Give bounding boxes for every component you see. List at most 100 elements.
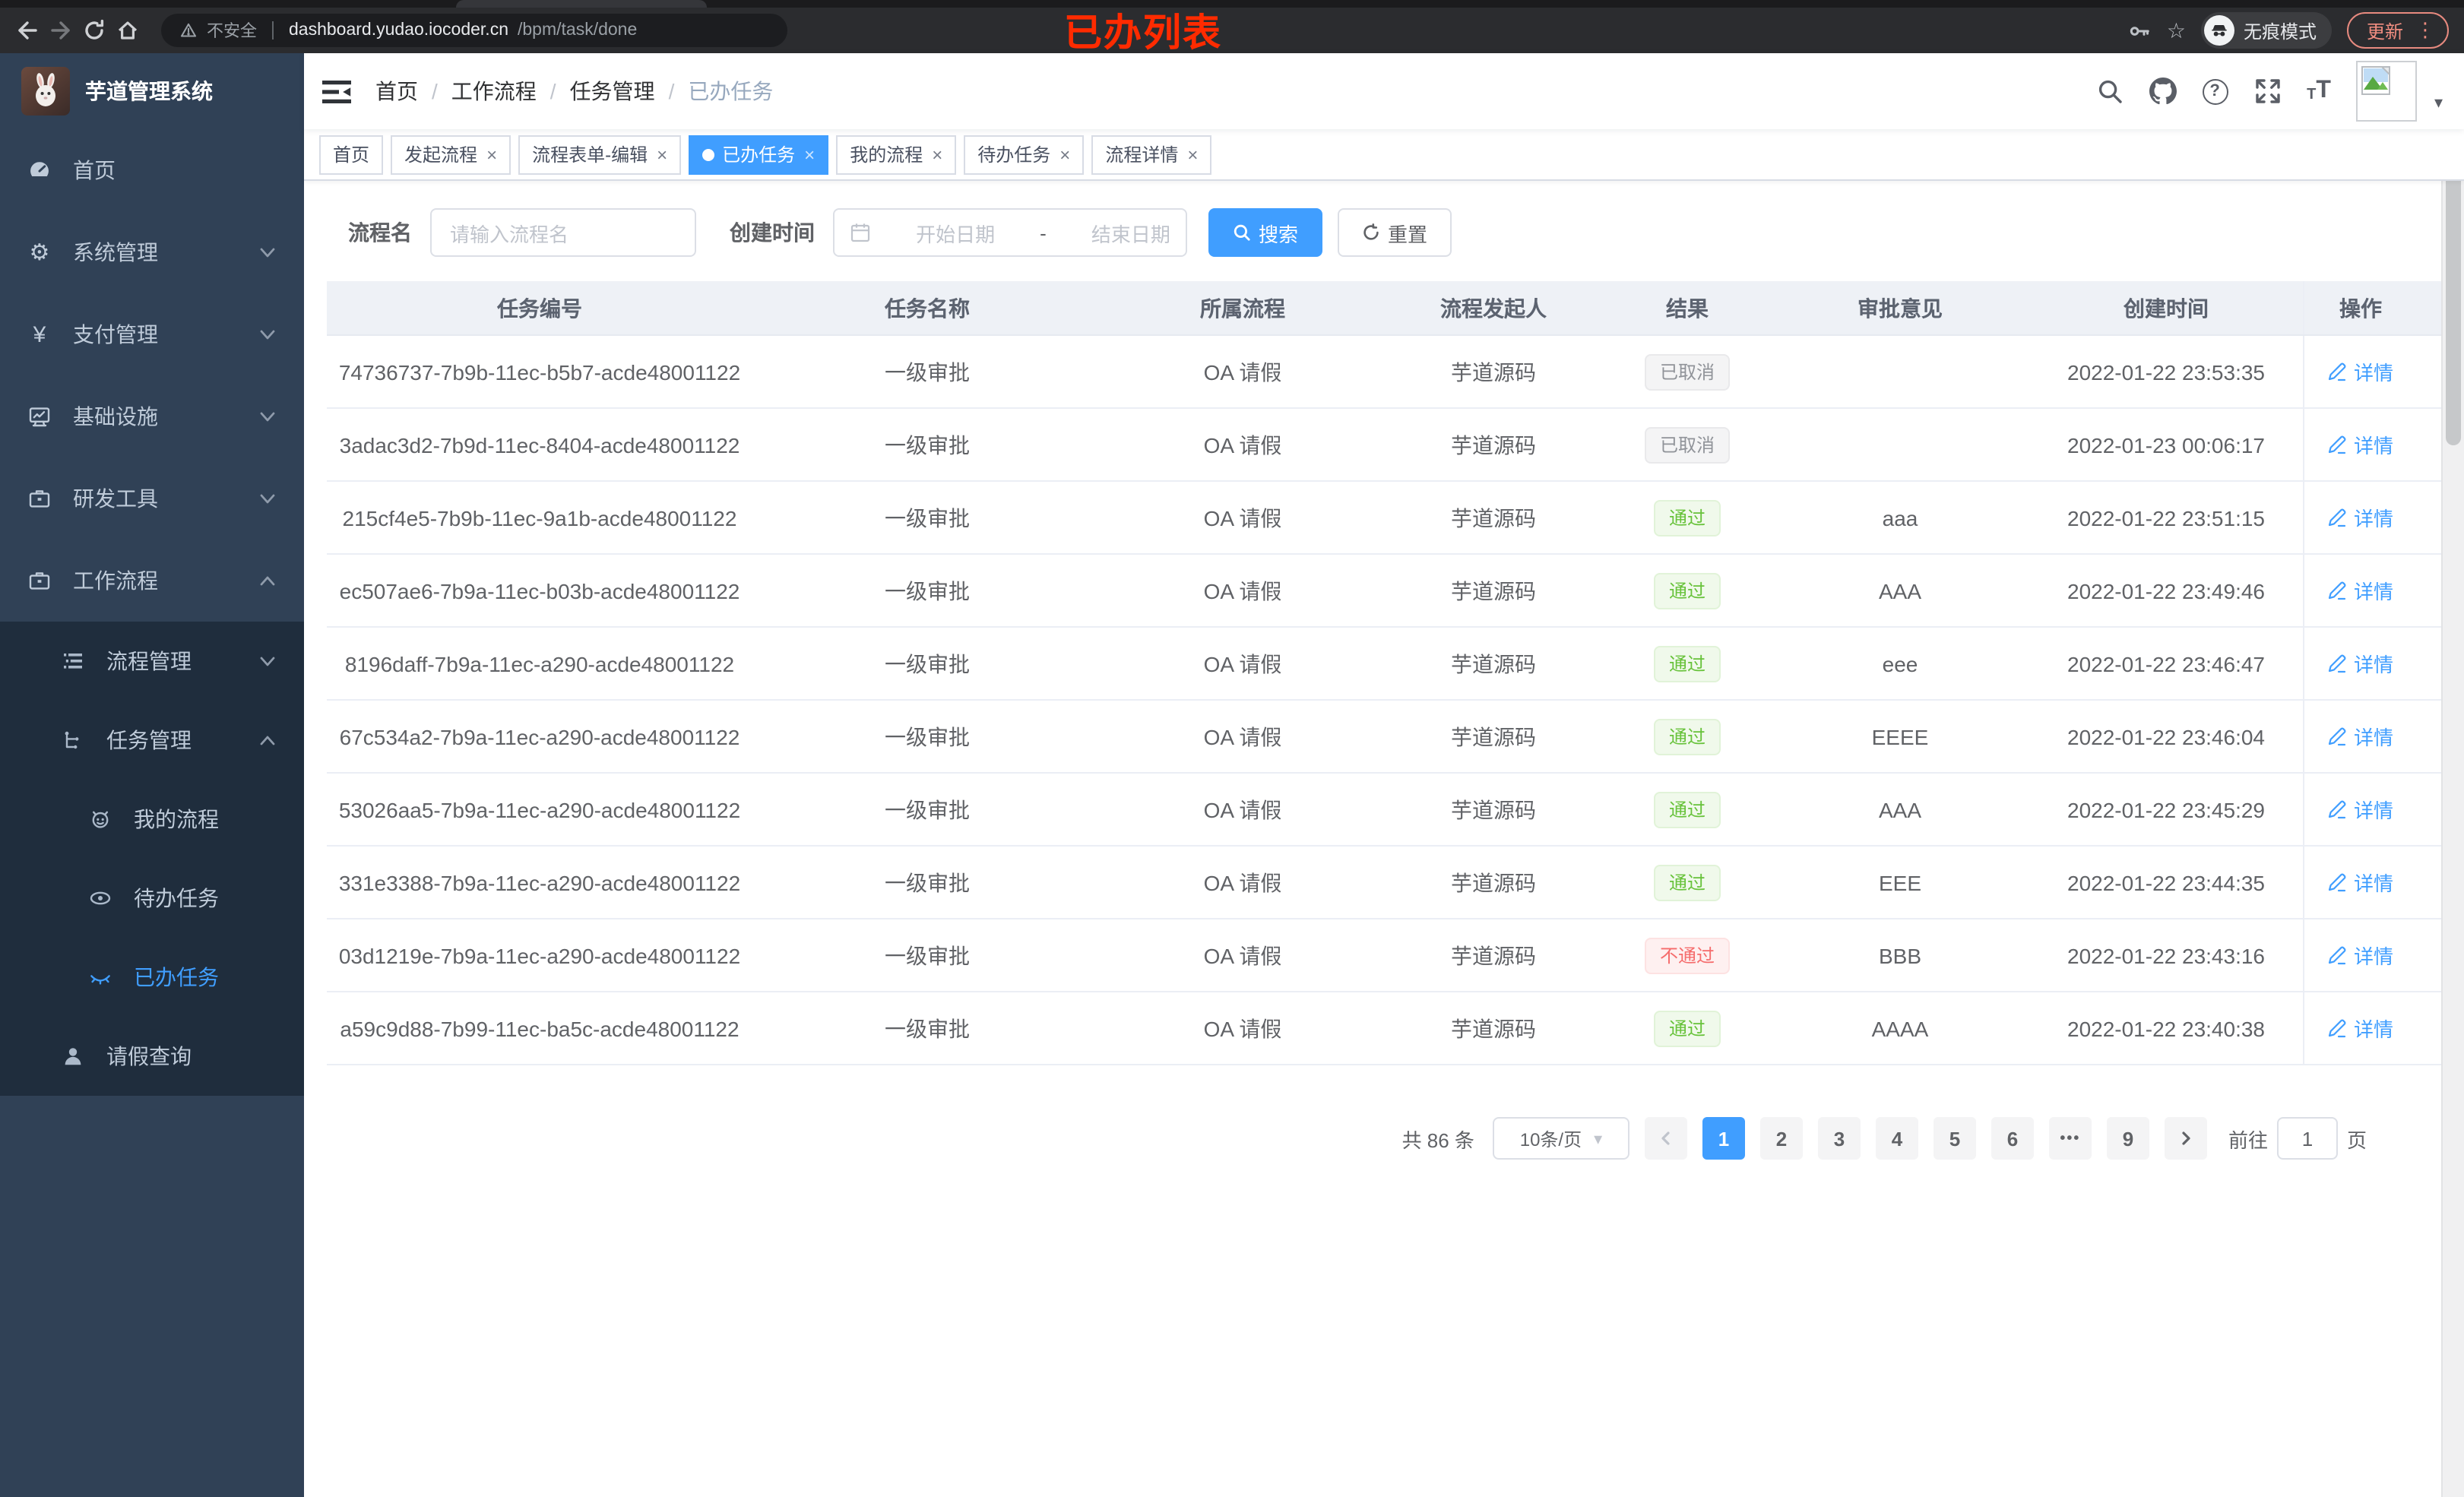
fullscreen-icon[interactable] [2253,78,2281,105]
date-range-picker[interactable]: 开始日期 - 结束日期 [833,208,1187,257]
detail-link[interactable]: 详情 [2328,503,2393,532]
cell-task-id: 74736737-7b9b-11ec-b5b7-acde48001122 [338,359,741,384]
process-name-input[interactable]: 请输入流程名 [430,208,696,257]
close-icon[interactable]: × [1059,144,1071,165]
page-size-select[interactable]: 10条/页 ▾ [1492,1117,1629,1160]
back-icon[interactable] [15,18,40,43]
incognito-label: 无痕模式 [2243,21,2317,42]
detail-link[interactable]: 详情 [2328,1014,2393,1043]
page-button-9[interactable]: 9 [2106,1117,2149,1160]
browser-active-tab[interactable] [456,0,707,8]
sidebar-toggle-icon[interactable] [322,78,351,104]
edit-pencil-icon [2329,873,2347,892]
detail-link[interactable]: 详情 [2328,795,2393,824]
avatar-caret-icon[interactable]: ▾ [2434,94,2443,112]
goto-page-input[interactable] [2276,1117,2338,1160]
detail-link[interactable]: 详情 [2328,430,2393,459]
page-button-4[interactable]: 4 [1875,1117,1918,1160]
sidebar-item-done-tasks[interactable]: 已办任务 [0,938,304,1017]
sidebar-item-my-process[interactable]: 我的流程 [0,780,304,859]
edit-pencil-icon [2329,727,2347,746]
github-icon[interactable] [2149,78,2177,105]
help-icon[interactable]: ? [2202,78,2228,104]
search-button[interactable]: 搜索 [1208,208,1323,257]
sidebar-item-payment[interactable]: ¥ 支付管理 [0,293,304,375]
tab-process-detail[interactable]: 流程详情 × [1091,135,1212,174]
tree-icon [61,728,85,752]
reload-icon[interactable] [82,18,106,43]
detail-link[interactable]: 详情 [2328,649,2393,678]
browser-menu-icon[interactable]: ⋮ [2415,18,2435,41]
cell-actions: 详情 [2303,336,2417,407]
page-button-3[interactable]: 3 [1817,1117,1861,1160]
avatar[interactable] [2356,61,2418,122]
sidebar-item-leave-query[interactable]: 请假查询 [0,1017,304,1096]
page-scrollbar[interactable] [2441,53,2464,1497]
sidebar-item-devtools[interactable]: 研发工具 [0,457,304,540]
result-badge: 通过 [1653,718,1721,755]
prev-page-button[interactable] [1644,1117,1687,1160]
sidebar-item-infra[interactable]: 基础设施 [0,375,304,457]
home-icon[interactable] [116,18,140,43]
refresh-icon [1363,223,1379,240]
bookmark-star-icon[interactable]: ☆ [2166,18,2186,43]
col-task-name: 任务名称 [885,296,970,320]
cell-result: 通过 [1604,864,1771,900]
detail-link[interactable]: 详情 [2328,722,2393,751]
tab-start-process[interactable]: 发起流程 × [391,135,511,174]
page-button-6[interactable]: 6 [1991,1117,2034,1160]
update-button[interactable]: 更新 ⋮ [2346,12,2449,49]
search-icon[interactable] [2095,78,2123,105]
page-button-5[interactable]: 5 [1933,1117,1976,1160]
sidebar-item-workflow[interactable]: 工作流程 [0,540,304,622]
detail-link[interactable]: 详情 [2328,576,2393,605]
page-button-2[interactable]: 2 [1759,1117,1803,1160]
close-icon[interactable]: × [657,144,668,165]
sidebar-item-home[interactable]: 首页 [0,129,304,211]
col-starter: 流程发起人 [1440,296,1547,320]
detail-link[interactable]: 详情 [2328,941,2393,970]
page-button-1[interactable]: 1 [1702,1117,1745,1160]
forward-icon[interactable] [49,18,73,43]
url-bar[interactable]: 不安全 dashboard.yudao.iocoder.cn/bpm/task/… [161,14,787,47]
tab-todo-tasks[interactable]: 待办任务 × [964,135,1085,174]
goto-unit: 页 [2346,1128,2367,1151]
edit-pencil-icon [2329,946,2347,965]
sidebar-item-task-mgmt[interactable]: 任务管理 [0,701,304,780]
table-row: 3adac3d2-7b9d-11ec-8404-acde48001122 一级审… [327,409,2441,482]
start-date-placeholder: 开始日期 [916,223,996,245]
next-page-button[interactable] [2164,1117,2207,1160]
detail-link[interactable]: 详情 [2328,357,2393,386]
result-badge: 不通过 [1644,937,1730,973]
cell-starter: 芋道源码 [1451,651,1536,676]
cell-process: OA 请假 [1203,797,1282,821]
tab-home[interactable]: 首页 [319,135,384,174]
breadcrumb-workflow[interactable]: 工作流程 [451,79,537,103]
more-pages-button[interactable]: ••• [2048,1117,2092,1160]
app-logo-row[interactable]: 芋道管理系统 [0,53,304,129]
detail-link[interactable]: 详情 [2328,868,2393,897]
url-path: /bpm/task/done [518,21,638,40]
cell-starter: 芋道源码 [1451,359,1536,384]
cell-result: 通过 [1604,1010,1771,1046]
breadcrumb-task-mgmt[interactable]: 任务管理 [569,79,655,103]
close-icon[interactable]: × [486,144,498,165]
close-icon[interactable]: × [932,144,943,165]
breadcrumb-separator: / [549,79,556,103]
tab-my-process[interactable]: 我的流程 × [836,135,957,174]
calendar-icon [850,222,871,243]
password-key-icon[interactable] [2129,19,2152,42]
breadcrumb-home[interactable]: 首页 [375,79,418,103]
sidebar-item-process-mgmt[interactable]: 流程管理 [0,622,304,701]
page-content: 流程名 请输入流程名 创建时间 开始日期 - 结束日期 搜索 [304,181,2464,1497]
sidebar-item-todo-tasks[interactable]: 待办任务 [0,859,304,938]
tab-form-edit[interactable]: 流程表单-编辑 × [518,135,682,174]
cell-actions: 详情 [2303,774,2417,845]
eye-closed-icon [88,965,112,989]
reset-button[interactable]: 重置 [1338,208,1452,257]
close-icon[interactable]: × [1187,144,1199,165]
sidebar-item-system[interactable]: ⚙ 系统管理 [0,211,304,293]
close-icon[interactable]: × [804,144,816,165]
tab-done-tasks[interactable]: 已办任务 × [689,135,829,174]
